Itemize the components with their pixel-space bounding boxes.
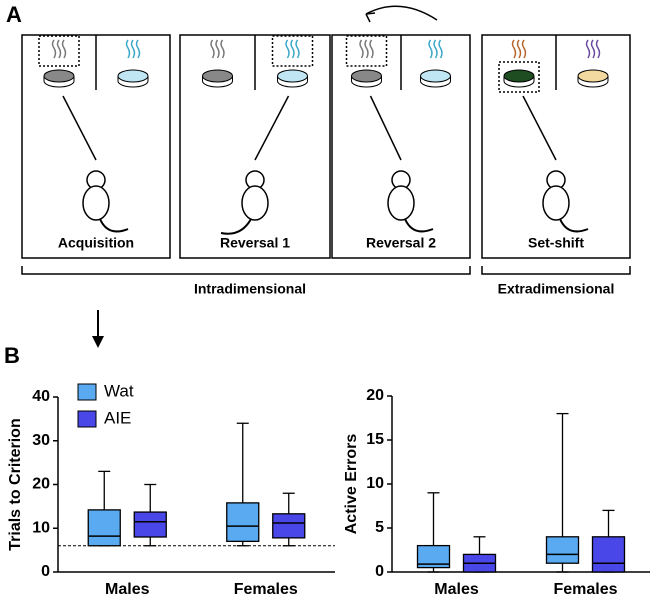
dish bbox=[202, 69, 233, 83]
odor bbox=[51, 39, 57, 59]
y-tick-label: 20 bbox=[32, 476, 50, 493]
arrow bbox=[254, 95, 290, 161]
odor bbox=[285, 39, 290, 59]
group-label: Extradimensional bbox=[498, 281, 615, 297]
y-tick-label: 30 bbox=[32, 432, 50, 449]
odor bbox=[595, 39, 601, 59]
arrow bbox=[369, 95, 402, 161]
legend-swatch bbox=[77, 383, 97, 401]
arrow-head bbox=[92, 336, 104, 348]
odor bbox=[290, 39, 295, 59]
mouse-body bbox=[542, 185, 570, 221]
box bbox=[591, 536, 626, 573]
dish-rim bbox=[420, 76, 451, 88]
odor bbox=[369, 39, 374, 59]
y-tick-label: 10 bbox=[366, 475, 384, 492]
dish bbox=[43, 69, 75, 83]
arrow bbox=[62, 95, 97, 161]
dish-rim bbox=[351, 76, 382, 88]
odor bbox=[130, 39, 136, 59]
odor bbox=[61, 39, 67, 59]
curved-arrow bbox=[365, 5, 438, 21]
odor bbox=[511, 39, 517, 59]
mouse-body bbox=[241, 185, 269, 221]
odor bbox=[428, 39, 433, 59]
y-tick-label: 0 bbox=[41, 563, 50, 580]
bracket bbox=[481, 266, 631, 275]
dish-rim bbox=[577, 76, 609, 88]
box bbox=[416, 544, 451, 569]
arrow-head bbox=[365, 12, 376, 23]
legend-swatch bbox=[77, 410, 97, 428]
odor bbox=[438, 39, 443, 59]
stage-label: Reversal 1 bbox=[220, 235, 290, 251]
mouse-tail bbox=[559, 218, 589, 233]
dish bbox=[420, 69, 451, 83]
dish bbox=[117, 69, 149, 83]
dish bbox=[351, 69, 382, 83]
dish-rim bbox=[503, 76, 535, 88]
odor bbox=[135, 39, 141, 59]
y-tick-label: 20 bbox=[366, 387, 384, 404]
odor bbox=[521, 39, 527, 59]
choice-box bbox=[345, 35, 388, 67]
odor bbox=[56, 39, 62, 59]
dish bbox=[503, 69, 535, 83]
stage-label: Set-shift bbox=[528, 235, 584, 251]
mouse-tail bbox=[220, 218, 252, 235]
stage-label: Acquisition bbox=[58, 235, 134, 251]
odor bbox=[220, 39, 225, 59]
mouse-body bbox=[387, 185, 415, 221]
panel-label: A bbox=[6, 2, 22, 27]
legend-label: Wat bbox=[104, 381, 134, 400]
dish-rim bbox=[43, 76, 75, 88]
mouse-body bbox=[82, 185, 110, 221]
choice-box bbox=[271, 35, 314, 67]
x-tick-label: Males bbox=[105, 581, 150, 598]
group-label: Intradimensional bbox=[194, 281, 306, 297]
box bbox=[226, 502, 260, 543]
y-axis-label: Active Errors bbox=[343, 434, 360, 535]
odor bbox=[516, 39, 522, 59]
choice-box bbox=[38, 35, 80, 67]
box bbox=[545, 536, 580, 564]
box bbox=[133, 511, 167, 538]
y-tick-label: 5 bbox=[375, 519, 384, 536]
choice-box bbox=[498, 61, 540, 93]
legend-label: AIE bbox=[104, 408, 131, 427]
odor bbox=[210, 39, 215, 59]
odor bbox=[215, 39, 220, 59]
dish-rim bbox=[117, 76, 149, 88]
y-tick-label: 15 bbox=[366, 431, 384, 448]
x-tick-label: Males bbox=[434, 581, 479, 598]
odor bbox=[590, 39, 596, 59]
box bbox=[87, 509, 121, 547]
mouse-tail bbox=[404, 218, 434, 233]
box bbox=[272, 513, 306, 539]
bracket bbox=[21, 266, 471, 275]
arrow bbox=[522, 95, 557, 161]
y-axis-label: Trials to Criterion bbox=[7, 418, 24, 550]
odor bbox=[364, 39, 369, 59]
dish-rim bbox=[277, 76, 308, 88]
odor bbox=[433, 39, 438, 59]
y-tick-label: 40 bbox=[32, 388, 50, 405]
odor bbox=[125, 39, 131, 59]
odor bbox=[585, 39, 591, 59]
dish bbox=[277, 69, 308, 83]
panel-label: B bbox=[4, 343, 20, 368]
odor bbox=[359, 39, 364, 59]
y-tick-label: 10 bbox=[32, 519, 50, 536]
x-tick-label: Females bbox=[234, 581, 298, 598]
y-tick-label: 0 bbox=[375, 563, 384, 580]
dish-rim bbox=[202, 76, 233, 88]
x-tick-label: Females bbox=[553, 581, 617, 598]
odor bbox=[295, 39, 300, 59]
stage-label: Reversal 2 bbox=[366, 235, 436, 251]
dish bbox=[577, 69, 609, 83]
mouse-tail bbox=[99, 218, 129, 233]
